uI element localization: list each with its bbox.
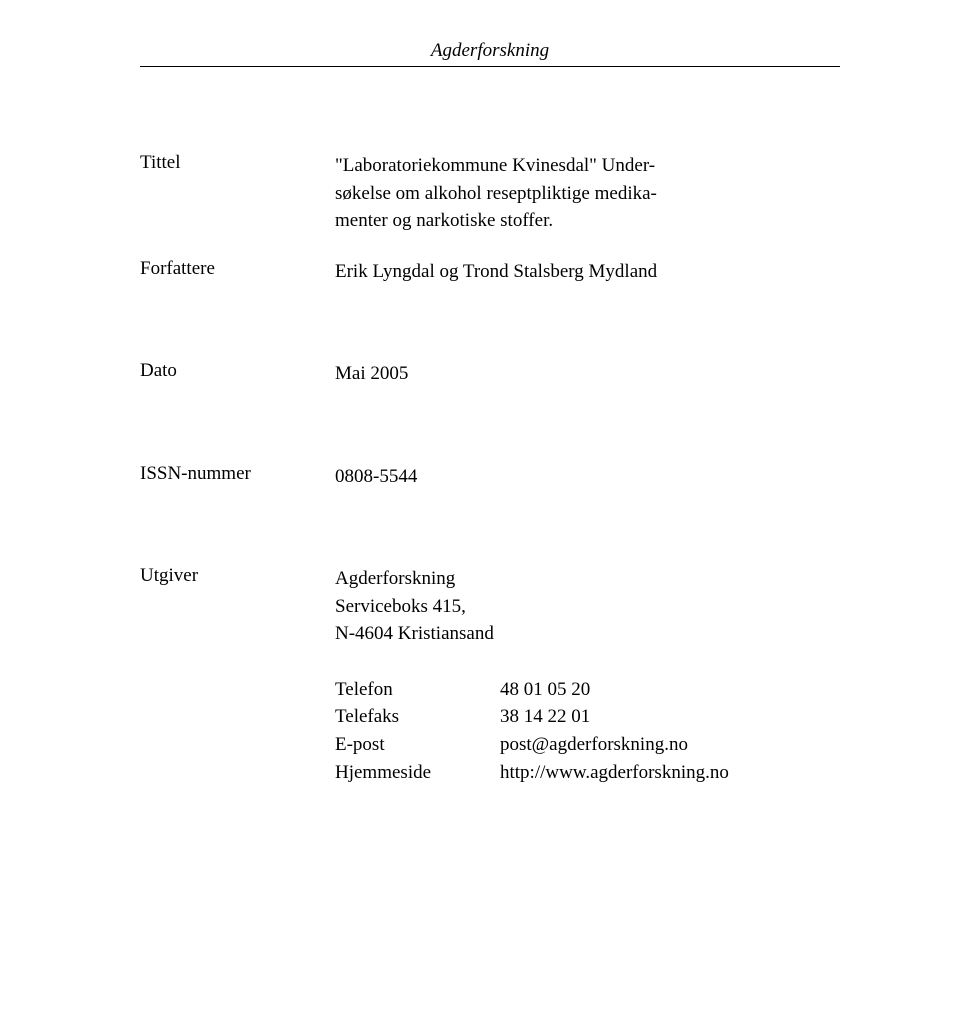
contact-email-value: post@agderforskning.no	[500, 731, 840, 759]
title-line-3: menter og narkotiske stoffer.	[335, 207, 840, 235]
authors-row: Forfattere Erik Lyngdal og Trond Stalsbe…	[140, 258, 840, 286]
header-org: Agderforskning	[431, 40, 549, 61]
title-label: Tittel	[140, 152, 335, 235]
page-header: Agderforskning	[140, 40, 840, 62]
contact-fax-value: 38 14 22 01	[500, 703, 840, 731]
publisher-name: Agderforskning	[335, 565, 840, 593]
publisher-value: Agderforskning Serviceboks 415, N-4604 K…	[335, 565, 840, 786]
date-label: Dato	[140, 360, 335, 388]
contact-fax-row: Telefaks 38 14 22 01	[335, 703, 840, 731]
issn-label: ISSN-nummer	[140, 463, 335, 491]
title-row: Tittel "Laboratoriekommune Kvinesdal" Un…	[140, 152, 840, 235]
publisher-address-1: Serviceboks 415,	[335, 593, 840, 621]
contact-email-row: E-post post@agderforskning.no	[335, 731, 840, 759]
publisher-row: Utgiver Agderforskning Serviceboks 415, …	[140, 565, 840, 786]
issn-value: 0808-5544	[335, 463, 840, 491]
title-line-1: "Laboratoriekommune Kvinesdal" Under-	[335, 152, 840, 180]
header-rule	[140, 66, 840, 67]
contact-phone-row: Telefon 48 01 05 20	[335, 676, 840, 704]
authors-value: Erik Lyngdal og Trond Stalsberg Mydland	[335, 258, 840, 286]
issn-text: 0808-5544	[335, 463, 840, 491]
contact-fax-label: Telefaks	[335, 703, 500, 731]
contact-phone-label: Telefon	[335, 676, 500, 704]
issn-row: ISSN-nummer 0808-5544	[140, 463, 840, 491]
date-value: Mai 2005	[335, 360, 840, 388]
authors-label: Forfattere	[140, 258, 335, 286]
date-row: Dato Mai 2005	[140, 360, 840, 388]
title-value: "Laboratoriekommune Kvinesdal" Under- sø…	[335, 152, 840, 235]
contact-email-label: E-post	[335, 731, 500, 759]
contact-phone-value: 48 01 05 20	[500, 676, 840, 704]
date-text: Mai 2005	[335, 360, 840, 388]
publisher-address-2: N-4604 Kristiansand	[335, 620, 840, 648]
contact-block: Telefon 48 01 05 20 Telefaks 38 14 22 01…	[335, 676, 840, 786]
contact-web-value: http://www.agderforskning.no	[500, 759, 840, 787]
authors-text: Erik Lyngdal og Trond Stalsberg Mydland	[335, 258, 840, 286]
title-line-2: søkelse om alkohol reseptpliktige medika…	[335, 180, 840, 208]
contact-web-label: Hjemmeside	[335, 759, 500, 787]
publisher-label: Utgiver	[140, 565, 335, 786]
contact-web-row: Hjemmeside http://www.agderforskning.no	[335, 759, 840, 787]
